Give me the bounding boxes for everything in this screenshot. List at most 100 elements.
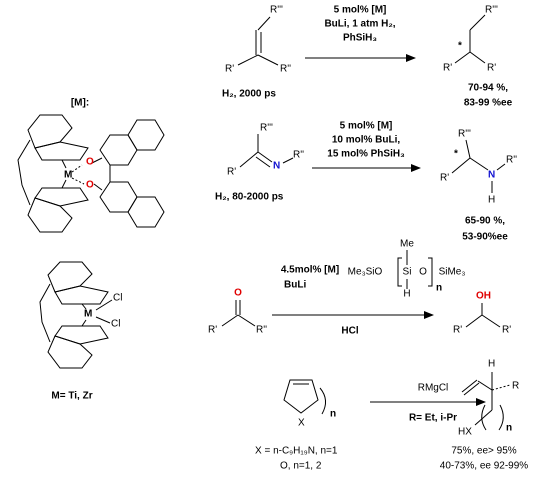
atom: O <box>86 180 94 191</box>
bond <box>17 139 31 206</box>
bond <box>47 335 93 369</box>
bond <box>469 157 489 171</box>
result: 65-90 %, <box>465 216 505 227</box>
catalyst-label: [M]: <box>71 98 89 109</box>
bond <box>257 16 271 31</box>
reagent: 5 mol% [M] <box>340 121 393 132</box>
bond <box>39 283 51 343</box>
bond <box>496 163 506 171</box>
reagent: 15 mol% PhSiH₃ <box>327 149 405 160</box>
bond <box>282 157 294 164</box>
note: X = n-C₉H₁₉N, n=1 <box>255 446 338 457</box>
bond <box>469 51 486 64</box>
atom: R' <box>227 167 236 178</box>
bond <box>61 159 67 169</box>
polymer-text: SiMe₃ <box>439 267 466 278</box>
atom: H <box>488 195 495 206</box>
bond <box>221 314 239 327</box>
bond <box>71 177 85 185</box>
bond <box>451 157 471 174</box>
bond <box>237 54 259 66</box>
atom: N <box>488 170 495 181</box>
bond <box>95 299 113 311</box>
reagent-below: R= Et, i-Pr <box>409 413 457 424</box>
atom: R''' <box>458 129 471 140</box>
bond <box>61 179 67 189</box>
atom: n <box>506 423 512 434</box>
result: 83-99 %ee <box>464 98 513 109</box>
atom: O <box>86 157 94 168</box>
atom: N <box>273 161 280 172</box>
atom: R'' <box>256 325 267 336</box>
atom: * <box>454 149 458 160</box>
bond <box>255 156 271 168</box>
atom: HX <box>458 427 472 438</box>
atom: * <box>458 41 462 52</box>
bond <box>237 314 256 327</box>
bond <box>477 380 493 391</box>
reagent: BuLi <box>284 280 306 291</box>
atom: R <box>512 381 519 392</box>
bond <box>481 314 501 328</box>
note: O, n=1, 2 <box>280 461 322 472</box>
bond <box>99 181 138 213</box>
bond <box>81 303 87 310</box>
atom: R''' <box>485 5 498 16</box>
atom: Cl <box>111 319 120 330</box>
bond <box>498 404 504 431</box>
bond <box>397 257 402 287</box>
bond <box>491 384 511 391</box>
bond <box>91 157 103 164</box>
bond <box>71 164 83 173</box>
bond <box>27 197 73 233</box>
bond <box>428 257 433 287</box>
result: 75%, ee> 95% <box>451 446 516 457</box>
bond <box>34 187 89 207</box>
atom: R' <box>502 325 511 336</box>
polymer-text: Me <box>400 239 414 250</box>
polymer-text: Si <box>403 267 412 278</box>
result: 40-73%, ee 92-99% <box>440 461 529 472</box>
pressure: H₂, 2000 ps <box>222 89 276 100</box>
bond <box>463 382 480 396</box>
atom: H <box>488 359 495 370</box>
bond <box>465 139 471 159</box>
pressure: H₂, 80-2000 ps <box>215 192 284 203</box>
bond <box>81 319 87 327</box>
atom: R''' <box>270 5 283 16</box>
atom: R' <box>443 63 452 74</box>
atom: Cl <box>113 293 122 304</box>
atom: M <box>84 309 92 320</box>
bond <box>465 314 483 328</box>
bond <box>283 379 319 414</box>
atom: X <box>298 418 305 429</box>
atom: M <box>64 170 72 181</box>
structures <box>17 14 511 431</box>
atom: R' <box>440 173 449 184</box>
reagent: 4.5mol% [M] <box>281 265 339 276</box>
result: 70-94 %, <box>468 83 508 94</box>
polymer-text: n <box>436 283 442 294</box>
atom: O <box>234 288 242 299</box>
polymer-text: H <box>403 289 410 300</box>
bond <box>99 134 138 166</box>
atom: R'' <box>506 155 517 166</box>
bond <box>257 54 279 66</box>
bond <box>481 404 487 431</box>
reagent: PhSiH₃ <box>343 33 377 44</box>
bond <box>239 151 259 168</box>
atom: R' <box>208 325 217 336</box>
bond <box>27 114 73 149</box>
bond <box>34 141 89 161</box>
bond <box>47 261 93 293</box>
atom: R' <box>225 64 234 75</box>
bond <box>127 119 165 151</box>
bond <box>461 379 478 393</box>
atom: R''' <box>260 123 273 134</box>
bond <box>54 285 109 305</box>
bond <box>54 325 109 345</box>
bond <box>93 183 103 191</box>
bond <box>474 409 493 426</box>
result: 53-90%ee <box>462 232 508 243</box>
